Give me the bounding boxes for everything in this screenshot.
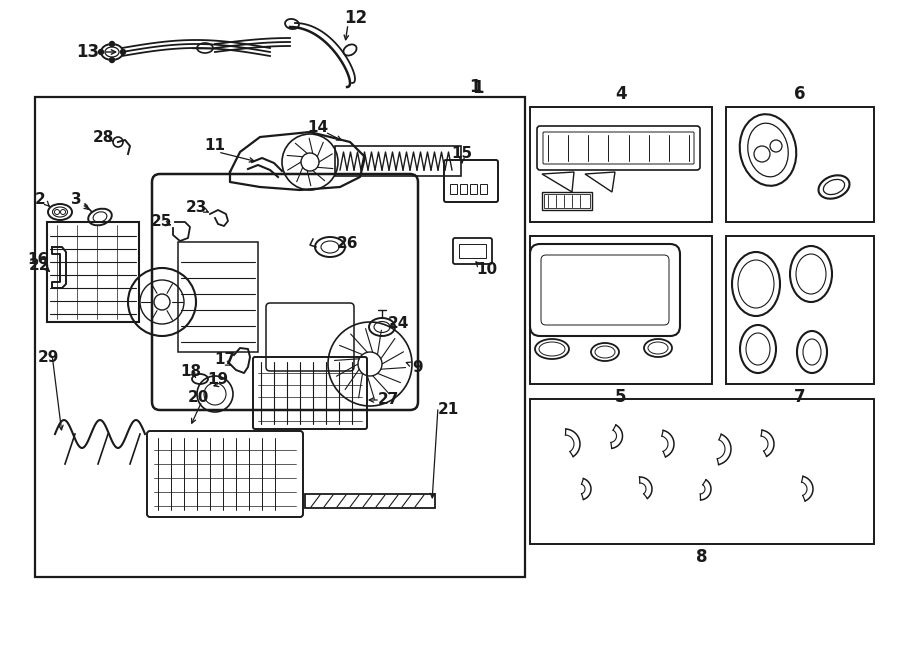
Text: 3: 3 [71, 193, 81, 207]
Bar [305, 494, 435, 508]
Text: 7: 7 [794, 388, 806, 406]
Bar [178, 242, 258, 352]
Circle shape [121, 50, 125, 54]
Text: 23: 23 [185, 201, 207, 216]
Text: 29: 29 [37, 350, 58, 365]
Circle shape [98, 50, 104, 54]
Text: 27: 27 [377, 393, 399, 408]
Text: 2: 2 [34, 193, 45, 207]
Text: 17: 17 [214, 352, 236, 367]
Bar [470, 184, 477, 194]
Text: 14: 14 [308, 120, 328, 136]
Text: 6: 6 [794, 85, 806, 103]
Text: 24: 24 [387, 316, 409, 332]
Bar [530, 236, 712, 384]
Bar [35, 97, 525, 577]
Text: 18: 18 [180, 365, 202, 379]
Bar [460, 184, 467, 194]
Text: 28: 28 [93, 130, 113, 146]
Bar [480, 184, 487, 194]
Text: 5: 5 [616, 388, 626, 406]
Text: 1: 1 [472, 79, 484, 97]
Text: 21: 21 [437, 402, 459, 418]
Text: 4: 4 [616, 85, 626, 103]
Text: 1: 1 [469, 78, 481, 96]
Circle shape [110, 58, 114, 62]
Bar [459, 244, 486, 258]
Bar [47, 222, 139, 322]
Circle shape [110, 42, 114, 46]
Bar [450, 184, 457, 194]
Bar [544, 194, 590, 208]
Bar [530, 399, 874, 544]
Text: 8: 8 [697, 548, 707, 566]
Bar [335, 146, 461, 176]
Bar [542, 192, 592, 210]
Bar [726, 236, 874, 384]
Text: 22: 22 [29, 258, 50, 273]
Text: 25: 25 [150, 214, 172, 230]
Text: 20: 20 [187, 389, 209, 404]
Text: 16: 16 [27, 252, 49, 267]
Text: 15: 15 [452, 146, 472, 162]
Text: 11: 11 [204, 138, 226, 154]
Text: 19: 19 [207, 373, 229, 387]
Bar [726, 107, 874, 222]
Text: 12: 12 [345, 9, 367, 27]
Bar [530, 107, 712, 222]
Text: 10: 10 [476, 263, 498, 277]
Text: 13: 13 [76, 43, 100, 61]
Text: 26: 26 [338, 236, 359, 252]
Text: 9: 9 [413, 359, 423, 375]
